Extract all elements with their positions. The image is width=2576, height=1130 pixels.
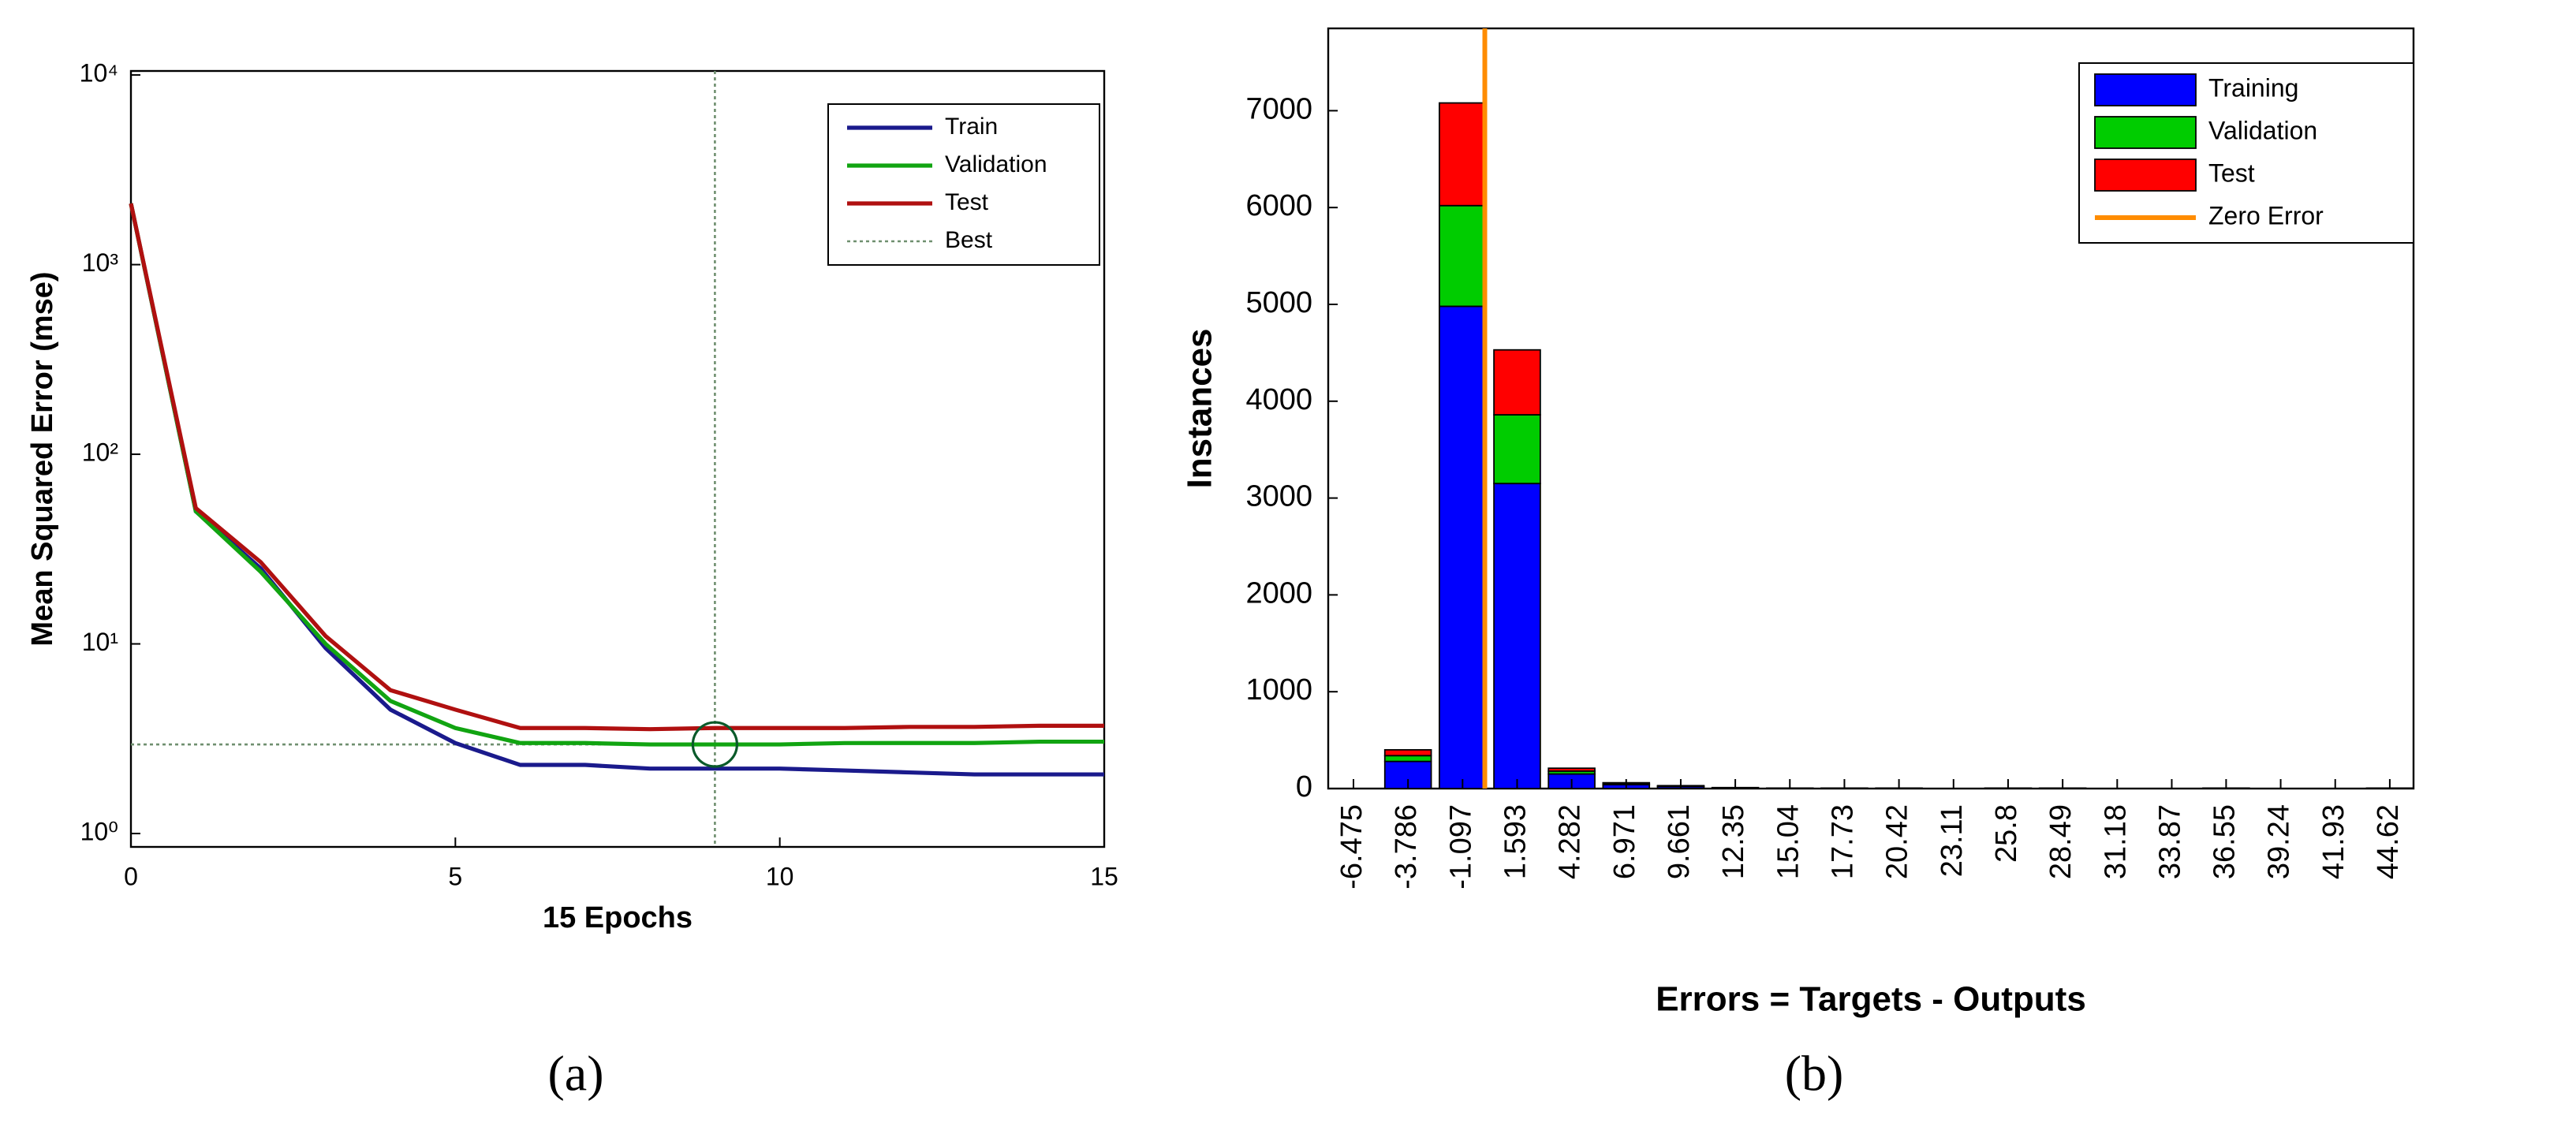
caption: (b) (1785, 1046, 1844, 1102)
x-tick-label: -1.097 (1444, 804, 1477, 889)
x-tick-label: 9.661 (1663, 804, 1696, 879)
y-tick-label: 3000 (1245, 480, 1312, 513)
y-tick-label: 5000 (1245, 286, 1312, 319)
bar-segment (1547, 767, 1596, 772)
x-tick-label: 4.282 (1554, 804, 1587, 879)
legend-box (827, 103, 1100, 266)
bar-segment (1493, 349, 1541, 416)
x-tick-label: 25.8 (1990, 804, 2023, 863)
y-axis-label: Instances (1181, 329, 1219, 489)
legend-label: Train (945, 114, 998, 140)
y-tick-label: 6000 (1245, 189, 1312, 222)
x-tick-label: 15 (1090, 862, 1118, 890)
x-tick-label: 15.04 (1771, 804, 1805, 879)
caption: (a) (547, 1046, 603, 1102)
x-tick-label: 31.18 (2099, 804, 2132, 879)
x-tick-label: -3.786 (1390, 804, 1423, 889)
legend-label: Training (2208, 73, 2298, 102)
y-tick-label: 10³ (82, 248, 119, 277)
x-tick-label: 33.87 (2154, 804, 2187, 879)
x-axis-label: 15 Epochs (543, 901, 693, 934)
y-tick-label: 10¹ (82, 628, 118, 656)
bar-segment (1439, 102, 1487, 207)
x-tick-label: 44.62 (2372, 804, 2405, 879)
x-tick-label: 10 (766, 862, 794, 890)
legend-label: Test (2208, 158, 2255, 187)
x-tick-label: 6.971 (1608, 804, 1641, 879)
y-tick-label: 10⁰ (80, 817, 118, 845)
plot-frame (1327, 27, 2415, 790)
y-tick-label: 7000 (1245, 92, 1312, 125)
y-tick-label: 2000 (1245, 576, 1312, 610)
legend-label: Best (945, 227, 993, 253)
bar-segment (1493, 414, 1541, 485)
legend-label: Zero Error (2208, 201, 2324, 229)
bar-segment (1439, 305, 1487, 789)
x-tick-label: 12.35 (1717, 804, 1750, 879)
legend-label: Validation (945, 151, 1047, 177)
plot-frame (129, 69, 1106, 848)
legend-label: Validation (2208, 116, 2317, 144)
x-tick-label: 36.55 (2208, 804, 2241, 879)
bar-segment (1383, 748, 1432, 757)
bar-segment (1383, 755, 1432, 763)
x-tick-label: 23.11 (1936, 804, 1969, 877)
y-tick-label: 4000 (1245, 383, 1312, 416)
legend-label: Test (945, 189, 989, 215)
bar-segment (1493, 483, 1541, 789)
series-line (129, 203, 1104, 732)
x-axis-label: Errors = Targets - Outputs (1656, 980, 2086, 1019)
x-tick-label: 1.593 (1499, 804, 1533, 879)
x-tick-label: 17.73 (1826, 804, 1859, 879)
y-tick-label: 0 (1296, 770, 1312, 804)
legend-swatch (2094, 158, 2197, 192)
y-axis-label: Mean Squared Error (mse) (26, 271, 59, 646)
legend-swatch (2094, 73, 2197, 106)
bar-segment (1439, 204, 1487, 308)
x-tick-label: 28.49 (2044, 804, 2078, 879)
x-tick-label: -6.475 (1335, 804, 1368, 889)
legend-swatch (2094, 116, 2197, 149)
x-tick-label: 0 (124, 862, 138, 890)
x-tick-label: 20.42 (1881, 804, 1914, 879)
y-tick-label: 10⁴ (80, 59, 118, 88)
best-circle (691, 721, 739, 768)
y-tick-label: 1000 (1245, 673, 1312, 707)
x-tick-label: 5 (448, 862, 462, 890)
x-tick-label: 39.24 (2263, 804, 2296, 879)
series-line (129, 203, 1104, 747)
x-tick-label: 41.93 (2317, 804, 2350, 879)
y-tick-label: 10² (82, 438, 119, 467)
